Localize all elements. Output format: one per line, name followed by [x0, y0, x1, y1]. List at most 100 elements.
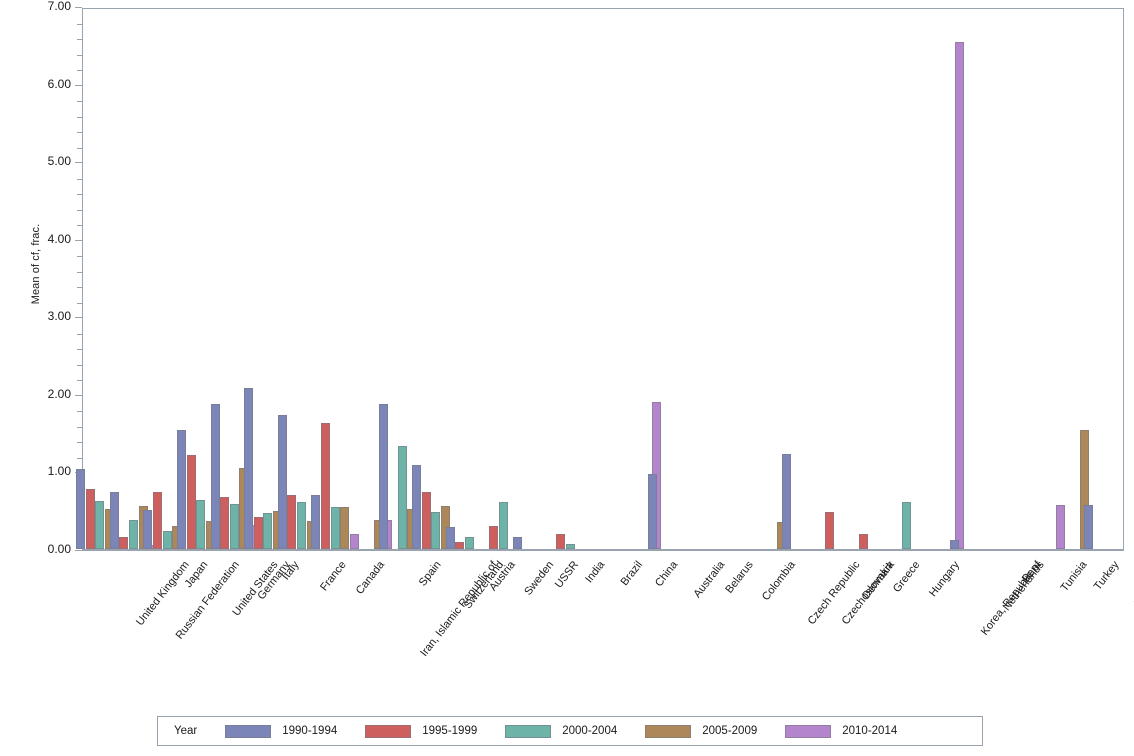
bar	[340, 507, 350, 549]
bar	[263, 513, 273, 549]
legend-swatch	[225, 724, 272, 738]
legend-swatch	[365, 724, 412, 738]
bar	[128, 519, 138, 549]
y-tick-minor	[77, 302, 82, 304]
y-tick-line	[75, 317, 82, 319]
bar	[229, 504, 239, 549]
bar	[253, 517, 263, 549]
legend-items: 1990-1994 1995-1999 2000-2004 2005-2009 2010…	[225, 724, 925, 738]
legend: Year 1990-1994 1995-1999 2000-2004 2005-200…	[157, 716, 983, 746]
y-axis-ticks: 0.00 1.00 2.00 3.00 4.00 5.00 6.00 7.00	[0, 0, 82, 560]
y-tick-line	[75, 7, 82, 8]
bar	[143, 510, 153, 549]
y-tick-minor	[77, 132, 82, 134]
legend-swatch	[785, 724, 832, 738]
bar	[95, 500, 105, 549]
bar	[565, 544, 575, 549]
bar	[421, 491, 431, 549]
bar	[412, 465, 422, 549]
x-axis-label: Australia	[691, 559, 728, 601]
x-axis-label: USSR	[552, 559, 581, 591]
y-tick-label: 7.00	[47, 0, 71, 13]
y-tick-minor	[77, 411, 82, 413]
legend-label: 2005-2009	[702, 725, 758, 737]
bar	[176, 429, 186, 549]
y-tick-line	[75, 550, 82, 551]
legend-title: Year	[174, 725, 198, 737]
bar	[1084, 504, 1094, 549]
y-tick-label: 4.00	[47, 231, 71, 246]
y-tick-line	[75, 394, 82, 396]
bar	[825, 511, 835, 549]
y-tick-minor	[77, 54, 82, 56]
bar	[296, 502, 306, 549]
y-tick-line	[75, 239, 82, 241]
y-tick-minor	[77, 333, 82, 335]
x-axis-label: United Kingdom	[133, 559, 192, 629]
x-axis-label: France	[318, 559, 350, 594]
legend-label: 1990-1994	[282, 725, 338, 737]
bar	[186, 455, 196, 549]
bar	[489, 525, 499, 549]
y-tick-label: 1.00	[47, 464, 71, 479]
legend-item[interactable]: 2000-2004	[505, 724, 618, 738]
x-axis-label: Belarus	[723, 559, 756, 596]
y-tick-label: 5.00	[47, 154, 71, 169]
y-tick-minor	[77, 364, 82, 366]
bar	[210, 403, 220, 549]
y-tick-minor	[77, 178, 82, 180]
y-tick-minor	[77, 209, 82, 211]
bar	[287, 494, 297, 549]
y-tick-minor	[77, 101, 82, 103]
bar	[277, 414, 287, 549]
bar	[76, 469, 86, 549]
y-tick-minor	[77, 147, 82, 149]
bar	[109, 491, 119, 549]
x-axis-labels: United Kingdom Russian Federation Japan Uni…	[82, 553, 1134, 693]
y-tick-minor	[77, 426, 82, 428]
plot-area	[76, 8, 1124, 551]
bar	[431, 511, 441, 549]
x-axis-label: Hungary	[926, 559, 962, 600]
bar	[378, 403, 388, 549]
legend-item[interactable]: 1990-1994	[225, 724, 338, 738]
y-tick-minor	[77, 380, 82, 382]
y-tick-minor	[77, 194, 82, 196]
bar	[220, 497, 230, 549]
bar	[445, 526, 455, 549]
legend-item[interactable]: 1995-1999	[365, 724, 478, 738]
y-tick-minor	[77, 70, 82, 72]
legend-item[interactable]: 2005-2009	[645, 724, 758, 738]
x-axis-label: Brazil	[618, 559, 645, 589]
y-tick-label: 0.00	[47, 542, 71, 556]
bar	[162, 531, 172, 549]
legend-label: 1995-1999	[422, 725, 478, 737]
y-tick-minor	[77, 225, 82, 227]
y-tick-minor	[77, 457, 82, 459]
bar	[647, 473, 657, 549]
bar	[397, 445, 407, 549]
bar	[556, 534, 566, 549]
bar	[513, 537, 523, 549]
y-tick-minor	[77, 116, 82, 118]
x-axis-label: Sweden	[522, 559, 557, 598]
y-tick-minor	[77, 271, 82, 273]
y-tick-line	[75, 162, 82, 164]
bar	[902, 502, 912, 549]
bar	[858, 534, 868, 549]
legend-swatch	[505, 724, 552, 738]
bar	[330, 507, 340, 549]
bar	[320, 423, 330, 549]
bar	[781, 453, 791, 549]
y-tick-minor	[77, 287, 82, 289]
y-tick-minor	[77, 23, 82, 25]
bar	[244, 387, 254, 549]
bar	[950, 539, 960, 549]
bar	[152, 491, 162, 549]
legend-item[interactable]: 2010-2014	[785, 724, 897, 738]
legend-label: 2000-2004	[562, 725, 618, 737]
bars-layer	[76, 9, 1123, 549]
x-axis-label: Colombia	[760, 559, 799, 604]
y-tick-label: 3.00	[47, 309, 71, 324]
